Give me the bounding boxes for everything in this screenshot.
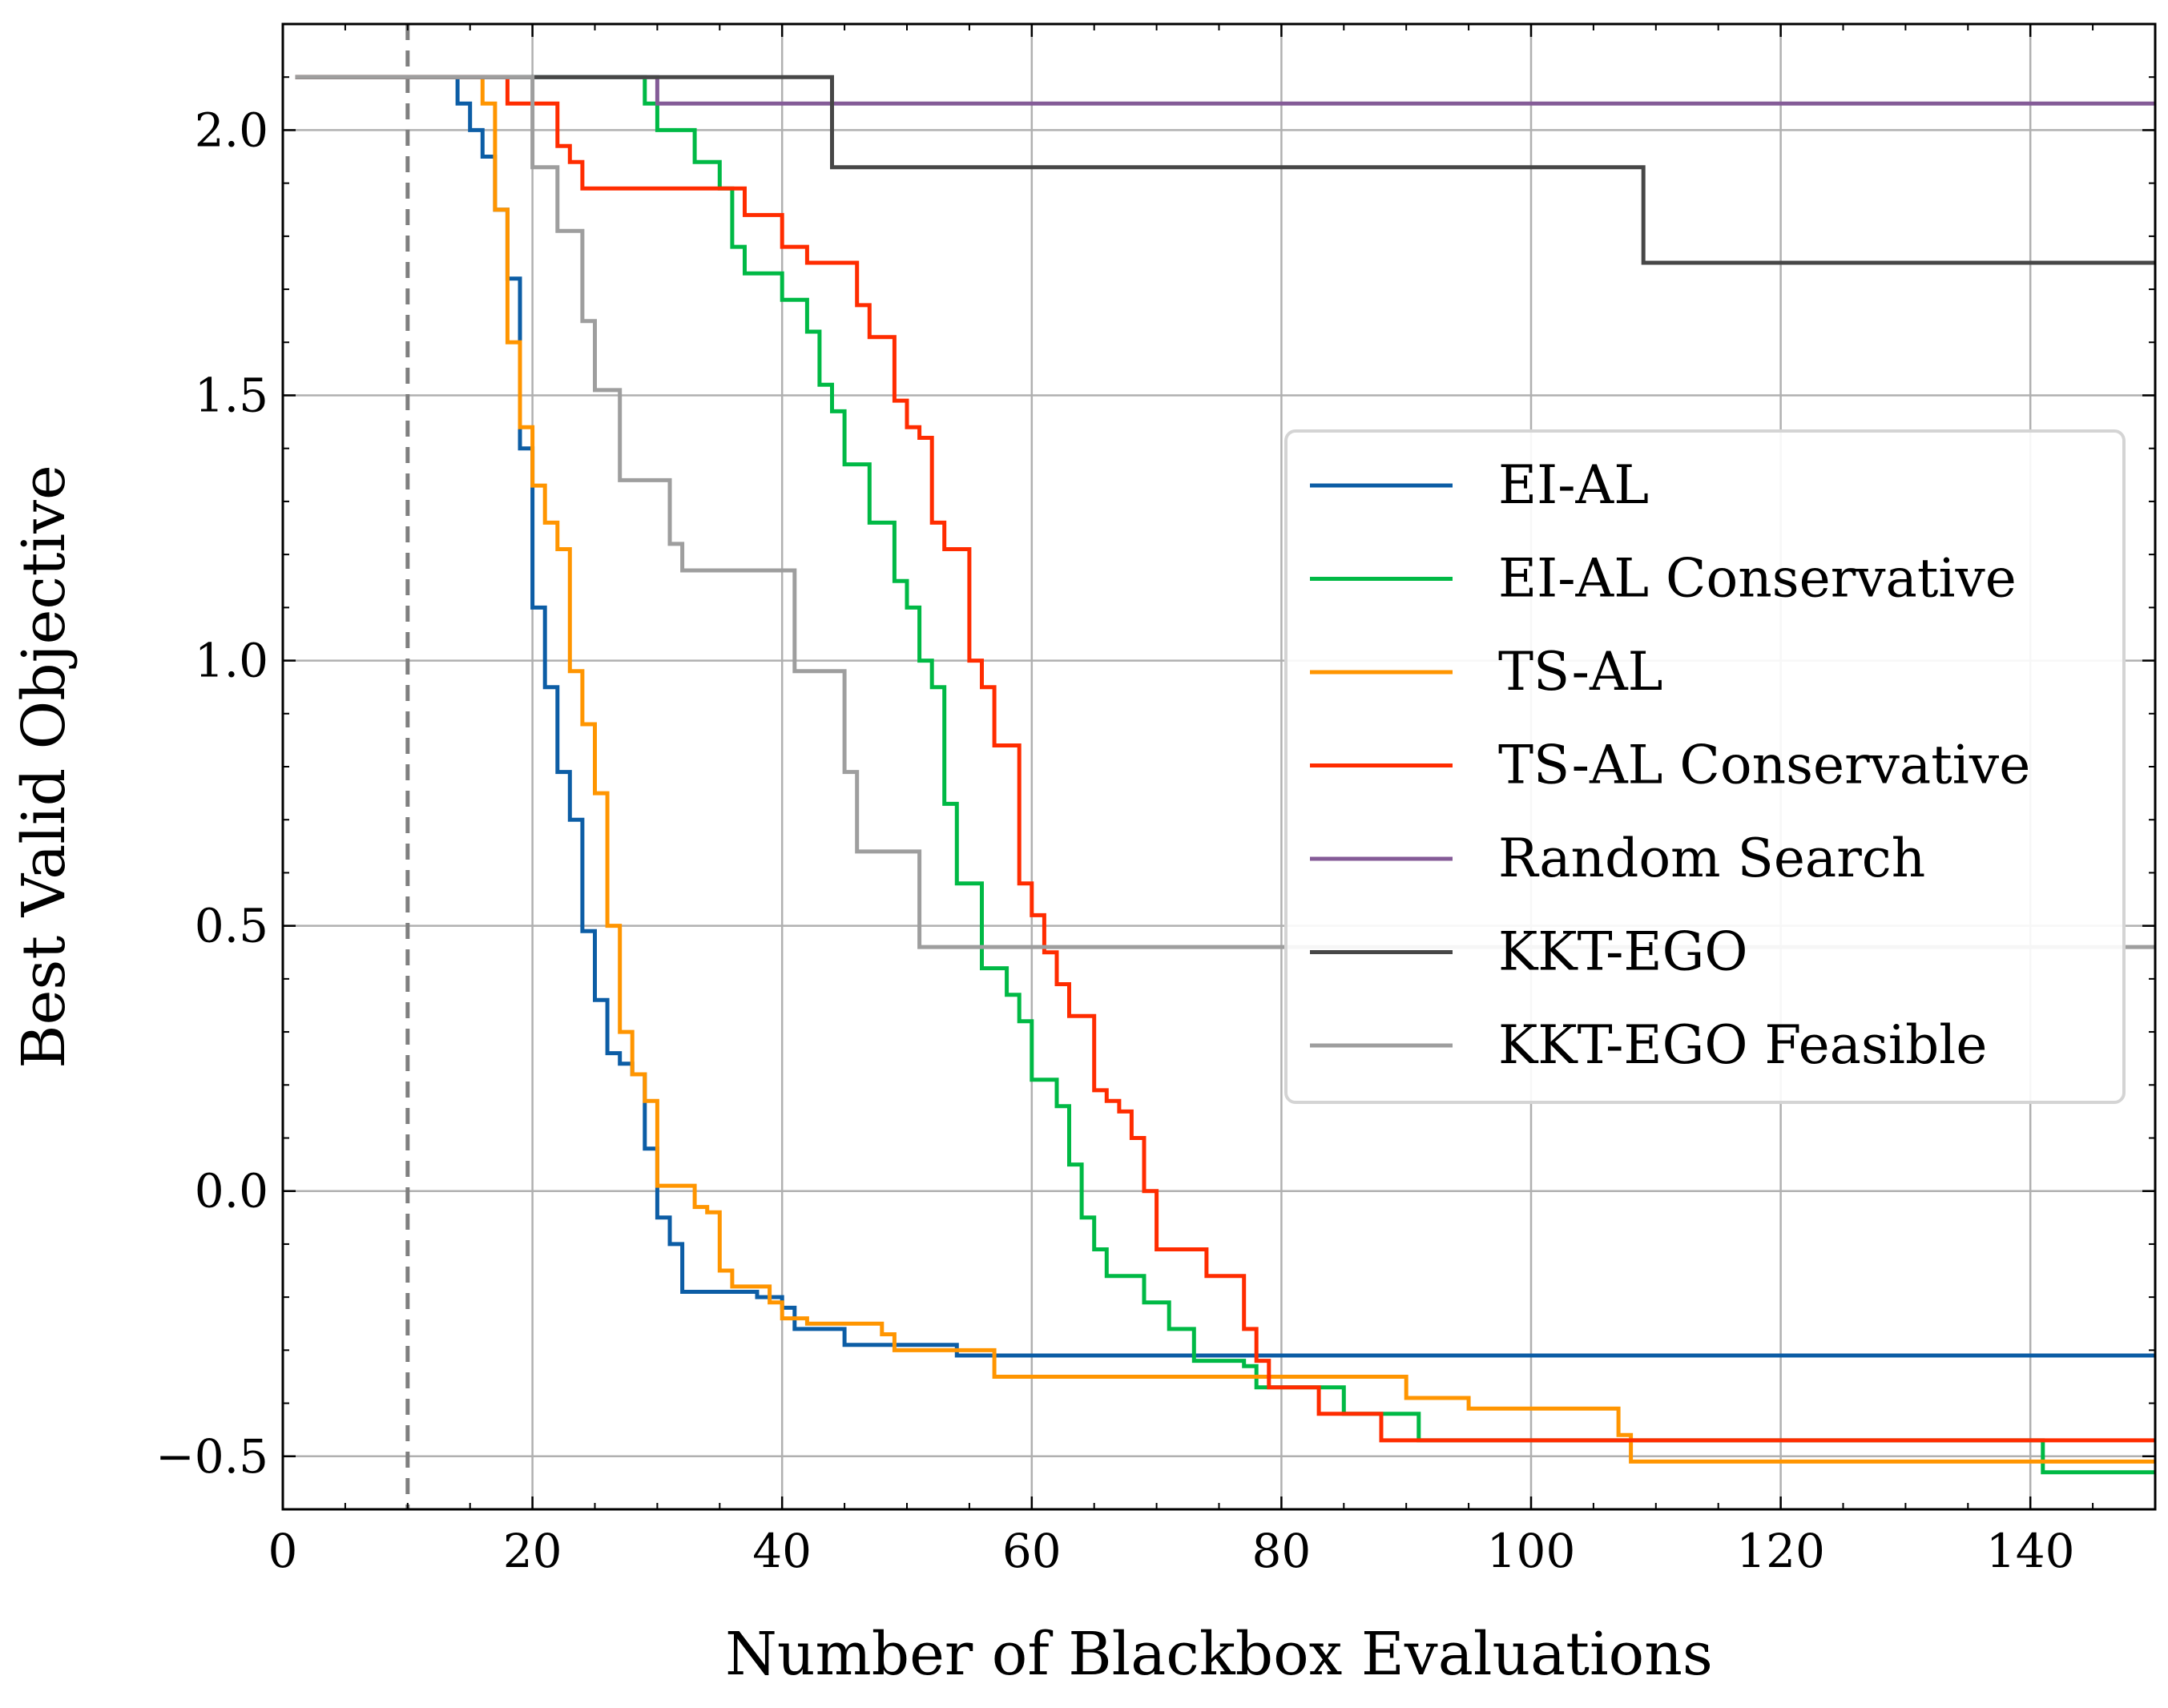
series-line-kkt-ego <box>295 75 2155 265</box>
legend-box <box>1284 429 2126 1104</box>
x-tick-label: 0 <box>268 1524 298 1578</box>
legend-label: KKT-EGO <box>1498 921 1747 983</box>
series-line-ts-al-conservative <box>295 75 2155 1443</box>
series-line-ts-al <box>295 75 2155 1464</box>
legend-label: EI-AL <box>1498 454 1649 516</box>
x-tick-label: 140 <box>1986 1524 2075 1578</box>
x-tick-label: 100 <box>1487 1524 1576 1578</box>
series-line-random-search <box>295 75 2155 106</box>
y-tick-label: 1.0 <box>195 634 268 688</box>
x-tick-label: 20 <box>503 1524 562 1578</box>
legend-label: TS-AL Conservative <box>1498 735 2030 796</box>
legend-label: Random Search <box>1498 828 1925 889</box>
x-tick-label: 60 <box>1002 1524 1062 1578</box>
y-tick-label: 0.0 <box>195 1164 268 1219</box>
x-tick-label: 40 <box>752 1524 812 1578</box>
legend-label: EI-AL Conservative <box>1498 548 2017 610</box>
x-tick-label: 120 <box>1736 1524 1825 1578</box>
y-tick-label: 2.0 <box>195 103 268 157</box>
y-axis-title: Best Valid Objective <box>10 465 79 1069</box>
y-tick-label: −0.5 <box>155 1429 268 1484</box>
y-tick-label: 1.5 <box>195 369 268 423</box>
axis-ticks: 0 20 40 60 80 100 120 140 −0.5 0.0 0.5 1.0 1.5 2.0 <box>155 23 2156 1578</box>
series-lines <box>295 75 2155 1475</box>
legend-label: KKT-EGO Feasible <box>1498 1014 1987 1076</box>
series-line-ei-al-conservative <box>295 75 2155 1475</box>
series-line-kkt-ego-feasible <box>295 75 2155 949</box>
legend-label: TS-AL <box>1498 641 1662 703</box>
legend: EI-AL EI-AL Conservative TS-AL TS-AL Conser… <box>1284 429 2126 1104</box>
y-tick-label: 0.5 <box>195 899 268 953</box>
x-axis-title: Number of Blackbox Evaluations <box>725 1620 1713 1689</box>
x-tick-label: 80 <box>1251 1524 1311 1578</box>
